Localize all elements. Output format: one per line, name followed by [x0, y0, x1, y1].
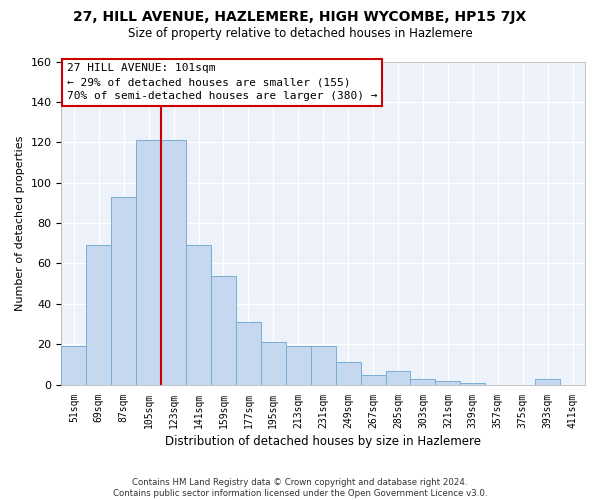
X-axis label: Distribution of detached houses by size in Hazlemere: Distribution of detached houses by size … — [165, 434, 481, 448]
Bar — [335, 362, 361, 384]
Bar — [261, 342, 286, 384]
Bar — [136, 140, 161, 384]
Bar — [211, 276, 236, 384]
Bar — [361, 374, 386, 384]
Bar — [535, 378, 560, 384]
Bar — [86, 246, 111, 384]
Bar — [186, 246, 211, 384]
Bar — [410, 378, 436, 384]
Bar — [61, 346, 86, 385]
Y-axis label: Number of detached properties: Number of detached properties — [15, 136, 25, 311]
Bar — [386, 370, 410, 384]
Bar — [460, 382, 485, 384]
Bar — [436, 380, 460, 384]
Bar — [311, 346, 335, 385]
Text: 27, HILL AVENUE, HAZLEMERE, HIGH WYCOMBE, HP15 7JX: 27, HILL AVENUE, HAZLEMERE, HIGH WYCOMBE… — [73, 10, 527, 24]
Text: Contains HM Land Registry data © Crown copyright and database right 2024.
Contai: Contains HM Land Registry data © Crown c… — [113, 478, 487, 498]
Bar — [286, 346, 311, 385]
Bar — [161, 140, 186, 384]
Bar — [236, 322, 261, 384]
Text: Size of property relative to detached houses in Hazlemere: Size of property relative to detached ho… — [128, 28, 472, 40]
Bar — [111, 197, 136, 384]
Text: 27 HILL AVENUE: 101sqm
← 29% of detached houses are smaller (155)
70% of semi-de: 27 HILL AVENUE: 101sqm ← 29% of detached… — [67, 63, 377, 101]
